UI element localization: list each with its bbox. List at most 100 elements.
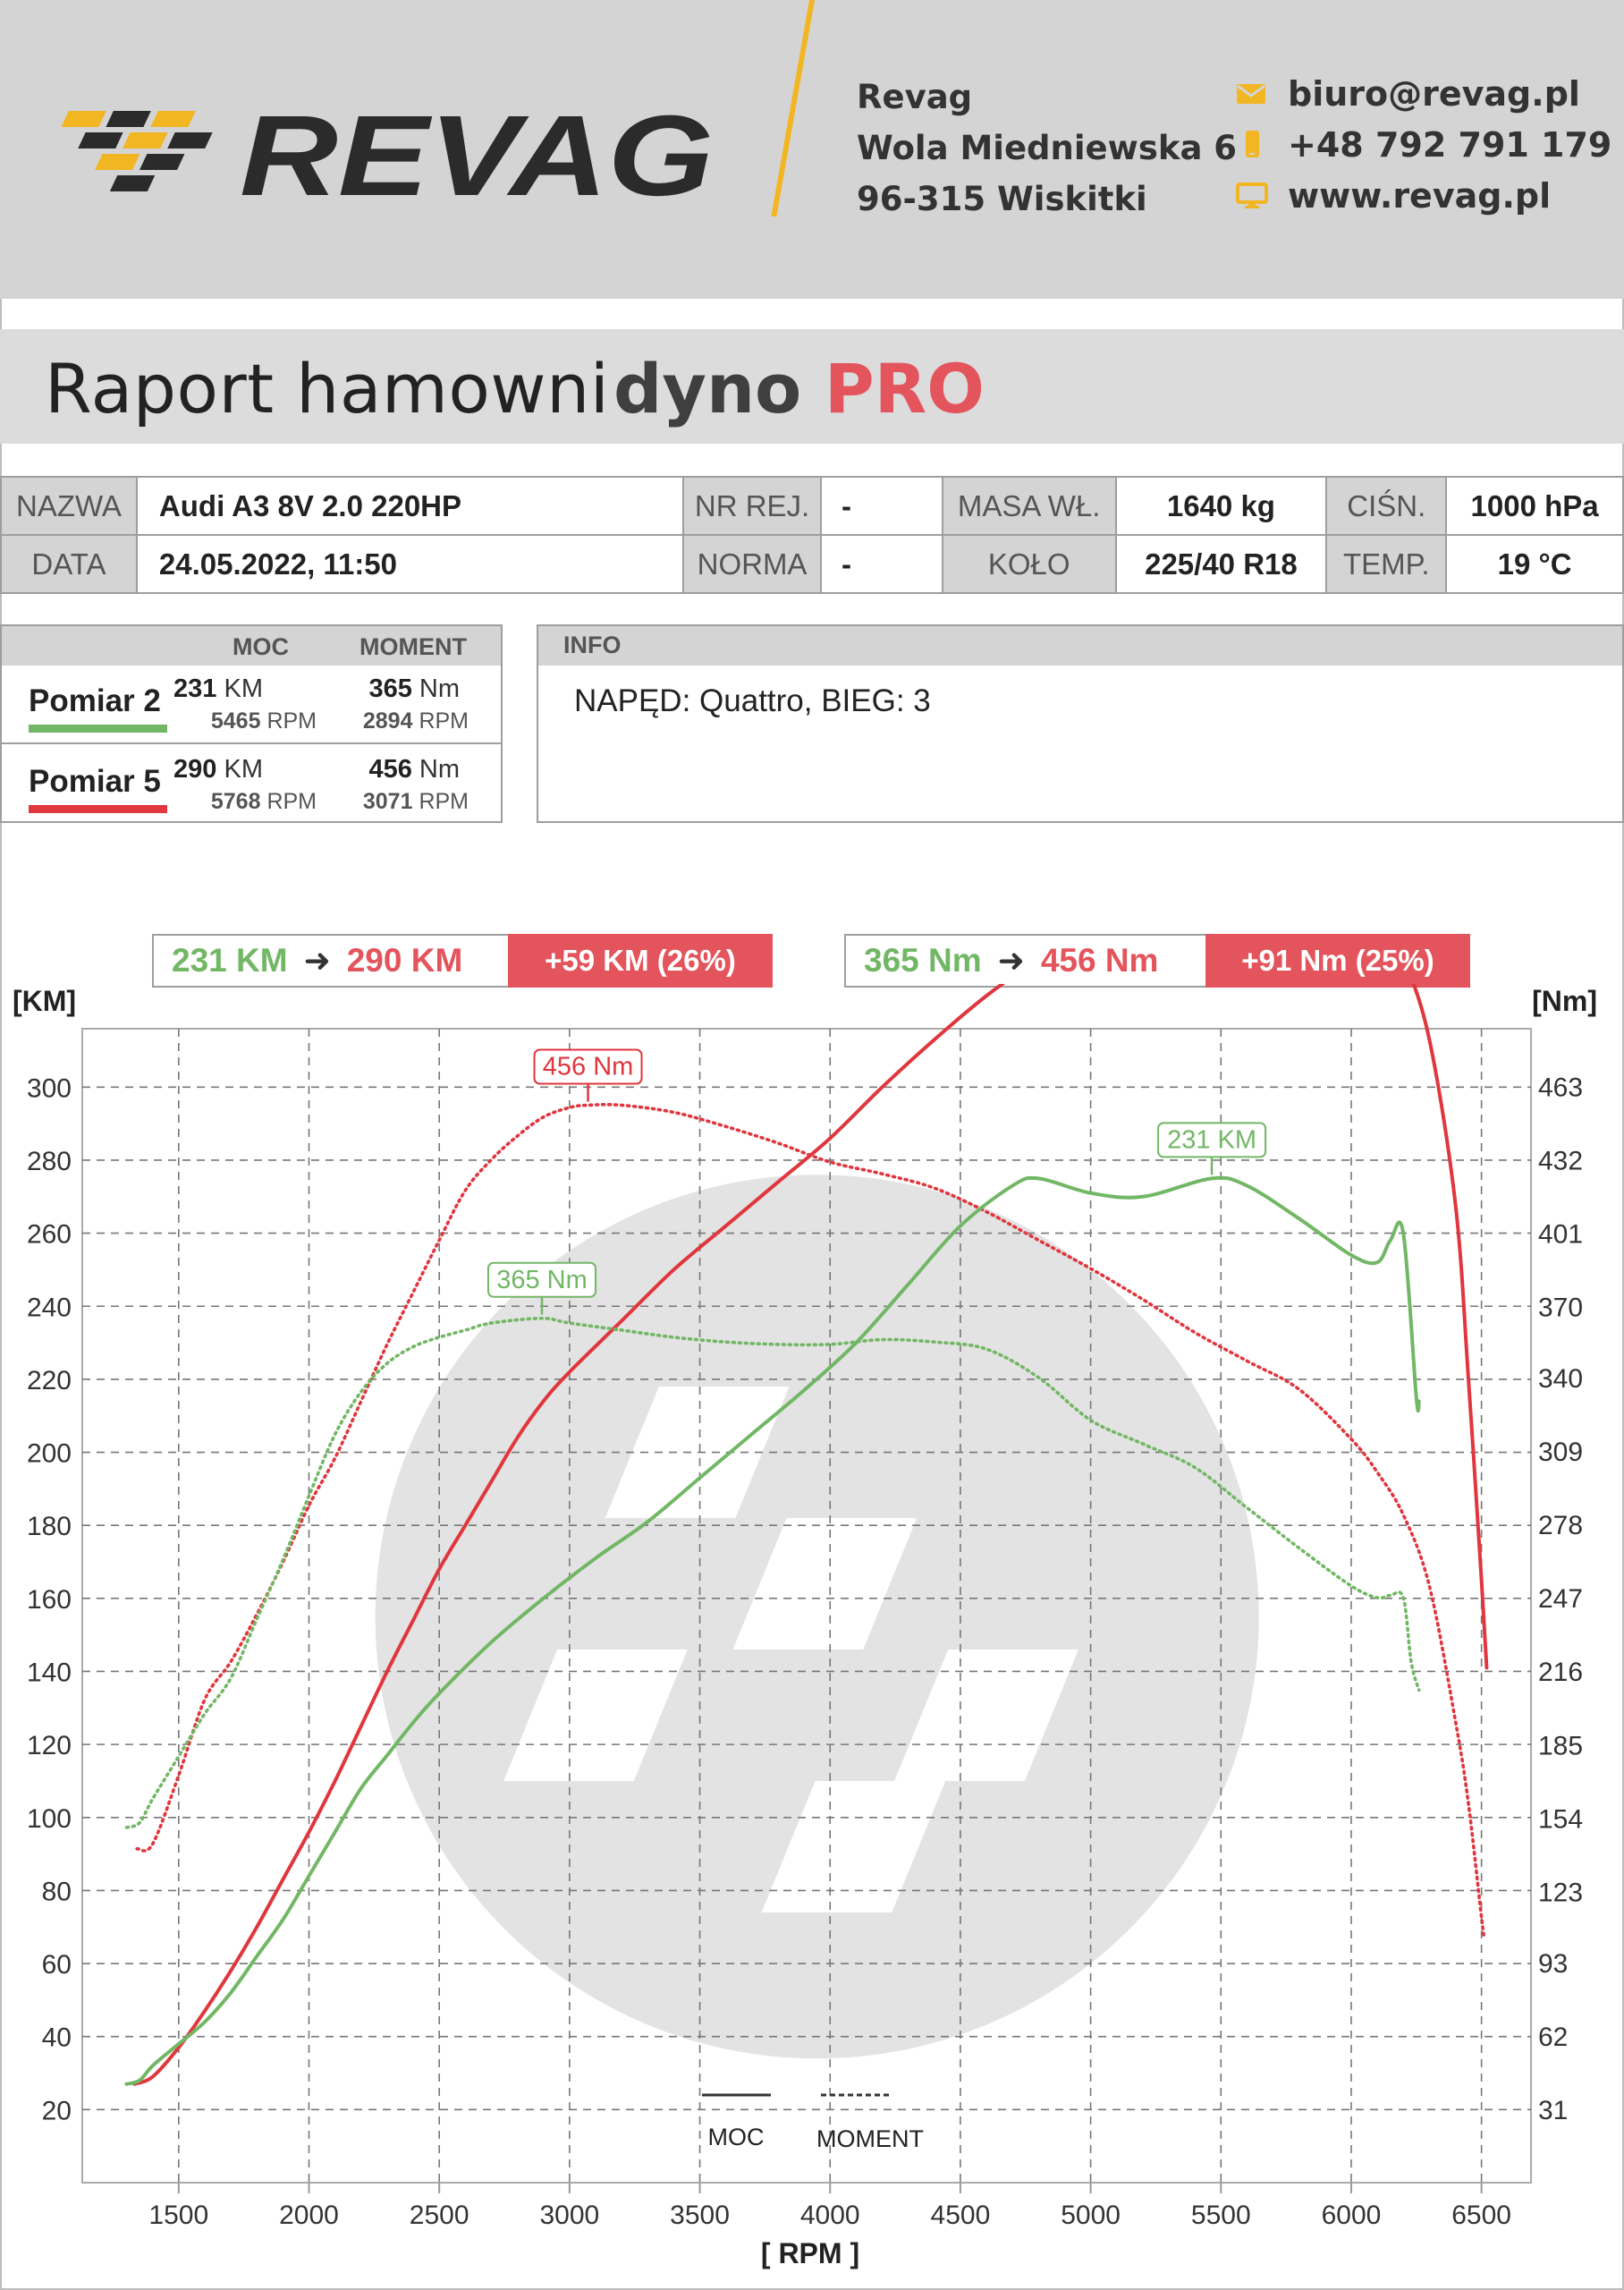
y-right-tick-label: 432	[1538, 1146, 1583, 1175]
email-row[interactable]: biuro@revag.pl	[1236, 68, 1611, 119]
name-value: Audi A3 8V 2.0 220HP	[135, 476, 685, 536]
y-right-tick-label: 31	[1538, 2096, 1568, 2125]
watermark-square	[605, 1387, 790, 1519]
arrow-right-icon: ➜	[997, 942, 1025, 979]
address-line-2: 96-315 Wiskitki	[857, 180, 1147, 218]
x-tick-label: 2500	[410, 2201, 469, 2230]
y-right-tick-label: 247	[1538, 1584, 1583, 1614]
y-right-tick-label: 154	[1538, 1804, 1583, 1834]
y-left-tick-label: 120	[27, 1731, 72, 1760]
legend-dotted-label: MOMENT	[816, 2125, 924, 2152]
name-label: NAZWA	[0, 476, 138, 536]
pressure-value: 1000 hPa	[1445, 476, 1624, 536]
brand-pro: PRO	[825, 349, 985, 428]
company-address: Revag Wola Miedniewska 6 96-315 Wiskitki	[857, 72, 1237, 225]
annotation-label: 365 Nm	[496, 1266, 588, 1294]
x-tick-label: 4000	[800, 2201, 860, 2230]
mass-label: MASA WŁ.	[941, 476, 1117, 536]
torque-summary: 365 Nm ➜ 456 Nm +91 Nm (25%)	[844, 934, 1470, 988]
y-left-tick-label: 80	[42, 1877, 72, 1906]
checkered-flag-icon	[61, 111, 213, 191]
y-left-axis-label: [KM]	[13, 985, 76, 1017]
y-left-tick-label: 280	[27, 1147, 72, 1176]
contact-info: biuro@revag.pl +48 792 791 179 www.revag…	[1236, 68, 1611, 221]
monitor-icon	[1236, 182, 1288, 210]
torque-after: 456 Nm	[1040, 942, 1159, 979]
x-axis-label: [ RPM ]	[761, 2237, 859, 2269]
y-left-tick-label: 240	[27, 1293, 72, 1322]
chart-series	[124, 984, 1489, 2086]
website-row[interactable]: www.revag.pl	[1236, 170, 1611, 221]
phone-row[interactable]: +48 792 791 179	[1236, 119, 1611, 170]
measurement-row-pomiar-5[interactable]: Pomiar 5 290 KM 5768 RPM 456 Nm 3071 RPM	[2, 746, 501, 825]
phone-number[interactable]: +48 792 791 179	[1288, 124, 1612, 165]
pomiar-2-moc-line	[124, 1175, 1421, 2086]
measurement-color-bar	[29, 725, 167, 733]
y-left-tick-label: 40	[42, 2023, 72, 2053]
x-tick-label: 3000	[539, 2201, 599, 2230]
table-row: DATA 24.05.2022, 11:50 NORMA - KOŁO 225/…	[0, 534, 1624, 594]
watermark-square	[894, 1649, 1078, 1781]
power-summary: 231 KM ➜ 290 KM +59 KM (26%)	[152, 934, 773, 988]
logo-text: REVAG	[240, 92, 714, 206]
y-left-tick-label: 180	[27, 1512, 72, 1541]
watermark-logo	[375, 1175, 1259, 2059]
x-tick-label: 5000	[1061, 2201, 1121, 2230]
power-rpm: 5768 RPM	[210, 789, 317, 814]
torque-value: 365 Nm	[368, 674, 460, 703]
report-title-band: Raport hamowni dyno PRO	[0, 329, 1624, 444]
brand-dyno: dyno	[613, 349, 802, 428]
y-right-tick-label: 463	[1538, 1073, 1583, 1102]
watermark-square	[732, 1518, 918, 1650]
reg-value: -	[820, 476, 943, 536]
wheel-label: KOŁO	[941, 534, 1117, 594]
x-tick-label: 3500	[670, 2201, 730, 2230]
reg-label: NR REJ.	[682, 476, 822, 536]
power-value: 290 KM	[173, 755, 263, 784]
annotation-label: 456 Nm	[543, 1053, 634, 1081]
torque-rpm: 3071 RPM	[362, 789, 469, 814]
date-label: DATA	[0, 534, 138, 594]
y-left-tick-label: 200	[27, 1439, 72, 1469]
col-torque-label: MOMENT	[359, 633, 467, 660]
pomiar-5-moment-line	[135, 1103, 1486, 1938]
torque-rpm: 2894 RPM	[362, 708, 469, 734]
watermark-square	[761, 1780, 946, 1913]
y-right-tick-label: 309	[1538, 1438, 1583, 1467]
norm-label: NORMA	[682, 534, 822, 594]
col-power-label: MOC	[233, 633, 289, 660]
y-right-tick-label: 216	[1538, 1658, 1583, 1687]
measurement-row-pomiar-2[interactable]: Pomiar 2 231 KM 5465 RPM 365 Nm 2894 RPM	[2, 666, 501, 744]
torque-delta: +91 Nm (25%)	[1205, 934, 1470, 988]
wheel-value: 225/40 R18	[1114, 534, 1328, 594]
y-left-tick-label: 220	[27, 1366, 72, 1395]
email-link[interactable]: biuro@revag.pl	[1288, 73, 1580, 114]
y-right-axis-label: [Nm]	[1532, 985, 1597, 1017]
y-left-tick-label: 140	[27, 1658, 72, 1687]
vehicle-info-table: NAZWA Audi A3 8V 2.0 220HP NR REJ. - MAS…	[0, 476, 1624, 594]
chart-grid	[81, 1028, 1532, 2184]
x-tick-label: 6000	[1322, 2201, 1382, 2230]
measurement-name: Pomiar 2	[29, 683, 161, 718]
annotation-box	[1157, 1122, 1267, 1158]
accent-slash	[771, 0, 815, 216]
y-right-tick-label: 62	[1538, 2023, 1568, 2052]
website-link[interactable]: www.revag.pl	[1288, 175, 1552, 216]
y-right-tick-label: 93	[1538, 1949, 1568, 1979]
watermark-square	[503, 1649, 688, 1781]
y-left-tick-label: 260	[27, 1220, 72, 1250]
envelope-icon	[1236, 82, 1288, 106]
y-right-tick-label: 340	[1538, 1364, 1583, 1394]
y-right-tick-label: 278	[1538, 1511, 1583, 1540]
y-left-tick-label: 20	[42, 2096, 72, 2125]
power-after: 290 KM	[346, 942, 463, 979]
y-right-tick-label: 185	[1538, 1731, 1583, 1760]
x-tick-label: 5500	[1191, 2201, 1251, 2230]
torque-before: 365 Nm	[864, 942, 982, 979]
address-line-1: Wola Miedniewska 6	[857, 129, 1238, 167]
company-name: Revag	[857, 78, 973, 116]
header: REVAG Revag Wola Miedniewska 6 96-315 Wi…	[0, 0, 1624, 299]
y-right-tick-label: 123	[1538, 1878, 1583, 1907]
y-left-tick-label: 100	[27, 1804, 72, 1834]
